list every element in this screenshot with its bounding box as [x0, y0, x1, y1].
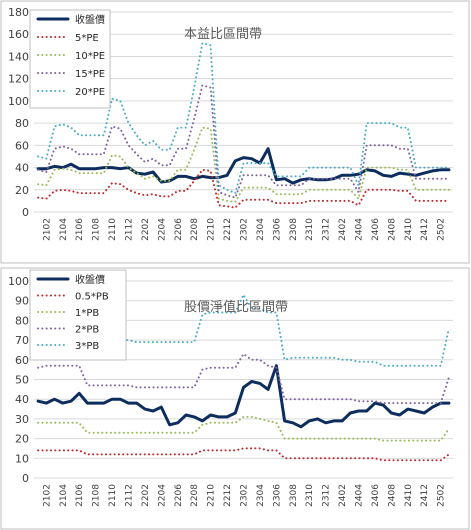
y-tick-label: 90	[15, 295, 29, 308]
x-tick-label: 2302	[240, 484, 250, 507]
x-tick-label: 2502	[437, 484, 447, 507]
legend: 收盤價 0.5*PB 1*PB 2*PB 3*PB	[29, 269, 127, 361]
y-tick-label: 40	[15, 162, 29, 175]
y-tick-label: 0	[22, 206, 29, 219]
y-tick-label: 40	[15, 393, 29, 406]
x-tick-label: 2308	[289, 218, 299, 241]
series-line-4	[37, 84, 450, 199]
chart-title: 股價淨值比區間帶	[184, 299, 288, 315]
y-tick-label: 120	[8, 73, 29, 86]
x-tick-label: 2210	[207, 484, 217, 507]
x-tick-label: 2106	[75, 218, 85, 241]
series-line-3	[37, 415, 450, 442]
x-tick-label: 2308	[289, 484, 299, 507]
x-tick-label: 2110	[108, 484, 118, 507]
legend-label: 收盤價	[75, 13, 105, 26]
x-tick-label: 2204	[157, 218, 167, 241]
series-line-1	[36, 364, 451, 429]
chart-1: 0 20 40 60 80 100 120 140 160 180 2102 2104 2106 2108…	[0, 0, 470, 264]
x-tick-label: 2202	[141, 484, 151, 507]
x-tick-label: 2304	[256, 484, 266, 507]
x-tick-label: 2112	[124, 484, 134, 507]
x-tick-label: 2106	[75, 484, 85, 507]
x-tick-label: 2402	[338, 484, 348, 507]
x-tick-label: 2406	[371, 218, 381, 241]
y-tick-label: 30	[15, 413, 29, 426]
y-tick-label: 160	[8, 28, 29, 41]
x-tick-label: 2202	[141, 218, 151, 241]
y-tick-label: 60	[15, 354, 29, 367]
x-tick-label: 2402	[338, 218, 348, 241]
x-tick-label: 2212	[223, 484, 233, 507]
legend-label: 0.5*PB	[75, 292, 109, 303]
x-tick-label: 2108	[92, 218, 102, 241]
x-tick-label: 2410	[404, 484, 414, 507]
x-tick-label: 2408	[387, 218, 397, 241]
x-tick-label: 2404	[355, 218, 365, 241]
x-tick-label: 2208	[190, 484, 200, 507]
legend-label: 1*PB	[75, 308, 99, 319]
legend: 收盤價 5*PE 10*PE 15*PE 20*PE	[29, 9, 111, 109]
legend-label: 15*PE	[75, 69, 105, 80]
series-line-4	[37, 352, 450, 405]
x-tick-label: 2104	[59, 218, 69, 241]
y-tick-label: 10	[15, 452, 29, 465]
y-tick-label: 20	[15, 433, 29, 446]
x-tick-label: 2206	[174, 484, 184, 507]
x-tick-label: 2404	[355, 484, 365, 507]
x-tick-label: 2206	[174, 218, 184, 241]
x-tick-label: 2502	[437, 218, 447, 241]
x-tick-label: 2204	[157, 484, 167, 507]
x-tick-label: 2408	[387, 484, 397, 507]
y-tick-label: 60	[15, 139, 29, 152]
x-tick-label: 2108	[92, 484, 102, 507]
y-tick-label: 70	[15, 334, 29, 347]
y-tick-label: 80	[15, 117, 29, 130]
y-tick-label: 140	[8, 50, 29, 63]
x-tick-label: 2310	[305, 218, 315, 241]
x-tick-label: 2312	[322, 218, 332, 241]
legend-label: 3*PB	[75, 341, 99, 352]
series-line-3	[37, 126, 450, 203]
x-tick-label: 2306	[272, 218, 282, 241]
legend-label: 10*PE	[75, 51, 105, 62]
x-tick-label: 2302	[240, 218, 250, 241]
x-tick-label: 2212	[223, 218, 233, 241]
x-tick-label: 2412	[420, 218, 430, 241]
y-tick-label: 100	[8, 275, 29, 288]
legend-label: 收盤價	[75, 273, 105, 286]
legend-frame	[29, 9, 111, 109]
chart-2: 0 10 20 30 40 50 60 70 80 90 100 2102 2104 2106 2108 21…	[0, 267, 470, 530]
x-tick-label: 2312	[322, 484, 332, 507]
x-tick-label: 2406	[371, 484, 381, 507]
x-tick-label: 2102	[42, 484, 52, 507]
x-tick-label: 2102	[42, 218, 52, 241]
x-tick-label: 2304	[256, 218, 266, 241]
y-tick-label: 0	[22, 472, 29, 485]
y-tick-label: 100	[8, 95, 29, 108]
x-tick-label: 2310	[305, 484, 315, 507]
legend-label: 2*PB	[75, 325, 99, 336]
series-line-2	[37, 447, 450, 462]
y-tick-label: 180	[8, 6, 29, 19]
x-tick-label: 2110	[108, 218, 118, 241]
legend-label: 20*PE	[75, 87, 105, 98]
x-tick-label: 2412	[420, 484, 430, 507]
y-tick-label: 20	[15, 184, 29, 197]
x-tick-label: 2410	[404, 218, 414, 241]
x-tick-label: 2208	[190, 218, 200, 241]
chart-title: 本益比區間帶	[184, 27, 262, 42]
x-tick-label: 2210	[207, 218, 217, 241]
x-tick-label: 2104	[59, 484, 69, 507]
series-line-2	[37, 168, 450, 209]
series-line-5	[37, 42, 450, 195]
y-tick-label: 80	[15, 314, 29, 327]
x-tick-label: 2306	[272, 484, 282, 507]
legend-label: 5*PE	[75, 33, 99, 44]
y-tick-label: 50	[15, 374, 29, 387]
x-tick-label: 2112	[124, 218, 134, 241]
